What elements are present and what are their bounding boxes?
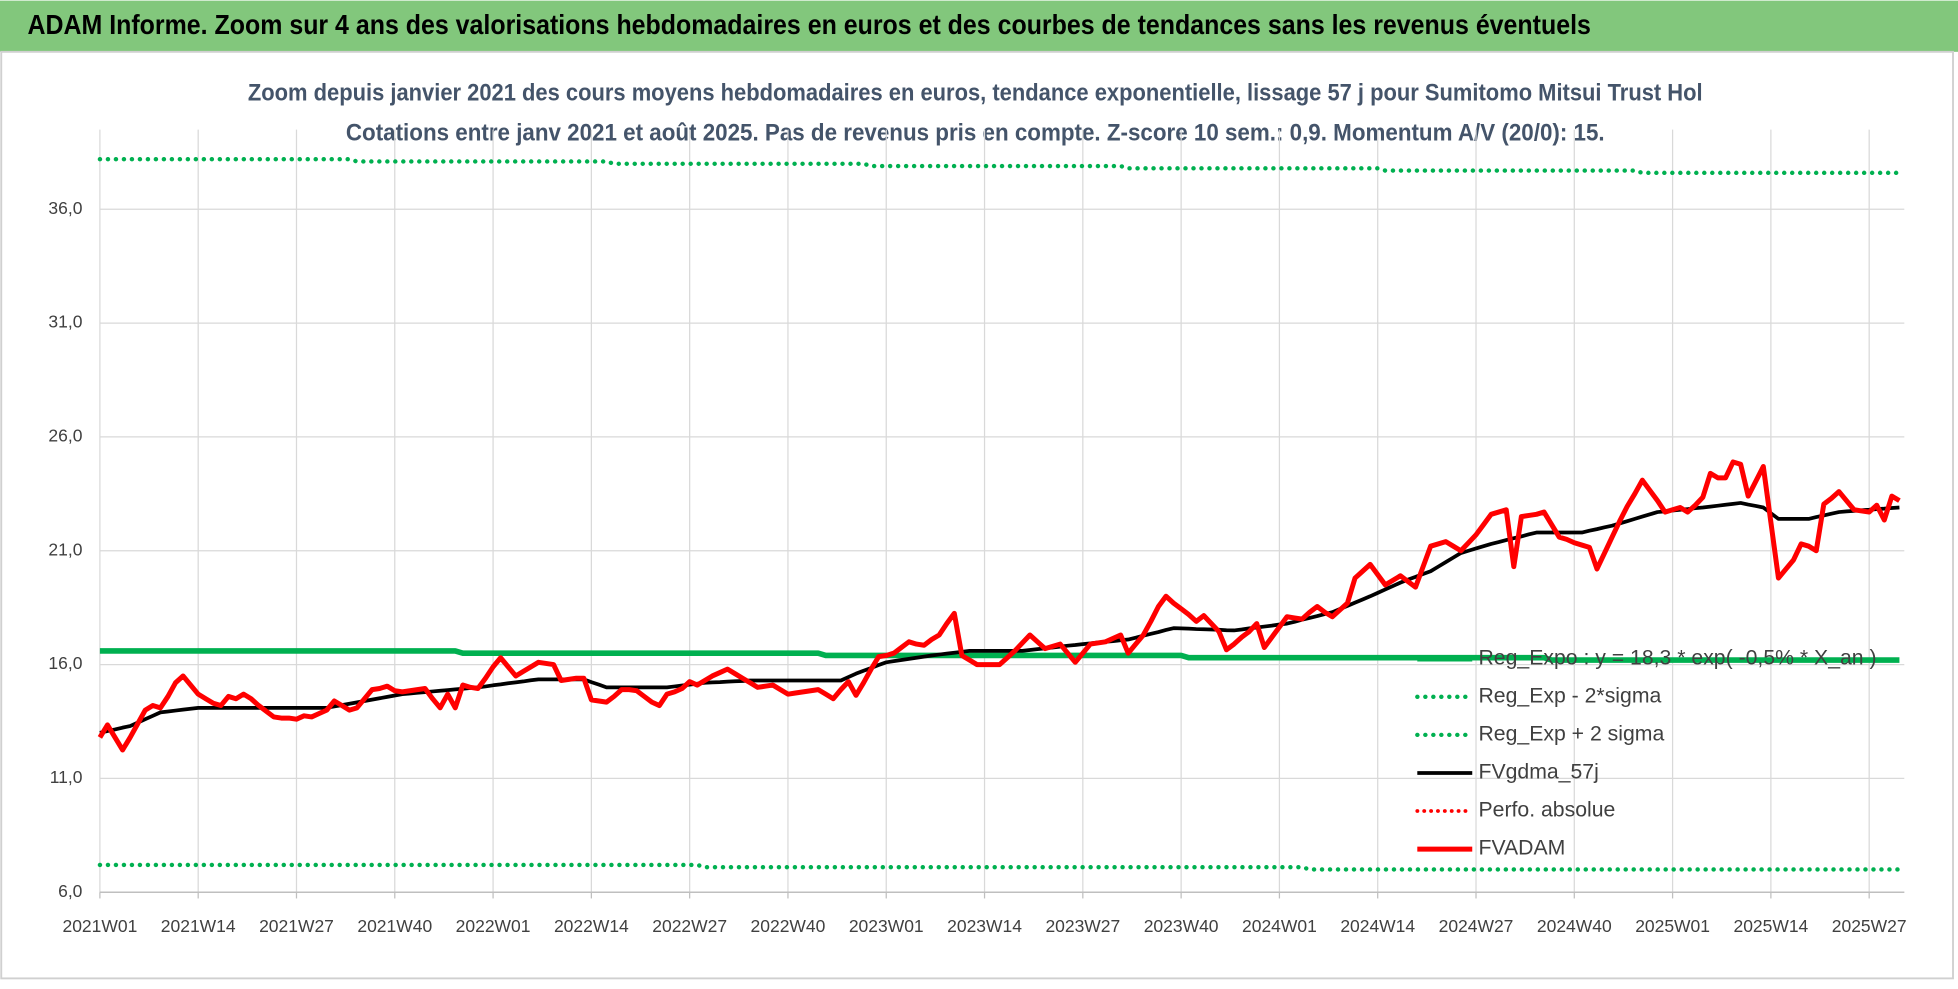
x-tick-label: 2021W27 — [259, 916, 334, 936]
y-tick-label: 36,0 — [48, 198, 82, 218]
x-tick-label: 2022W14 — [554, 916, 629, 936]
series-line — [97, 459, 1901, 753]
x-tick-label: 2023W01 — [849, 916, 924, 936]
header-title: ADAM Informe. Zoom sur 4 ans des valoris… — [27, 9, 1590, 40]
x-tick-label: 2022W01 — [456, 916, 531, 936]
header-bar — [0, 0, 1958, 52]
legend-label: FVgdma_57j — [1478, 761, 1598, 784]
legend-label: Perfo. absolue — [1478, 799, 1615, 822]
x-tick-label: 2022W27 — [652, 916, 727, 936]
legend-label: FVADAM — [1478, 837, 1565, 860]
y-tick-label: 26,0 — [48, 426, 82, 446]
x-tick-label: 2021W40 — [357, 916, 432, 936]
plot — [97, 157, 1902, 872]
chart-subtitle: Zoom depuis janvier 2021 des cours moyen… — [248, 81, 1703, 107]
chart-subtitle: Cotations entre janv 2021 et août 2025. … — [346, 121, 1605, 147]
x-tick-label: 2024W01 — [1242, 916, 1317, 936]
series-line — [99, 648, 1900, 663]
x-tick-label: 2024W14 — [1340, 916, 1415, 936]
x-tick-label: 2024W27 — [1439, 916, 1514, 936]
legend-label: Reg_Expo : y = 18,3 * exp( -0,5% * X_an … — [1478, 646, 1876, 669]
x-tick-label: 2023W40 — [1144, 916, 1219, 936]
chart-border — [0, 50, 1954, 980]
y-tick-label: 11,0 — [50, 767, 83, 787]
x-tick-label: 2023W14 — [947, 916, 1022, 936]
legend-label: Reg_Exp + 2 sigma — [1478, 722, 1664, 745]
y-tick-label: 6,0 — [58, 881, 83, 901]
x-tick-label: 2024W40 — [1537, 916, 1612, 936]
x-tick-label: 2021W14 — [161, 916, 236, 936]
series-line — [99, 501, 1900, 735]
series-line — [97, 157, 1902, 176]
legend-label: Reg_Exp - 2*sigma — [1478, 684, 1661, 707]
legend: Reg_Expo : y = 18,3 * exp( -0,5% * X_an … — [1415, 646, 1877, 860]
x-tick-label: 2022W40 — [751, 916, 826, 936]
x-tick-label: 2025W27 — [1832, 916, 1907, 936]
x-tick-label: 2023W27 — [1045, 916, 1120, 936]
y-tick-label: 16,0 — [48, 653, 82, 673]
y-tick-label: 21,0 — [48, 539, 82, 559]
x-tick-label: 2021W01 — [63, 916, 138, 936]
x-tick-label: 2025W14 — [1733, 916, 1808, 936]
x-tick-label: 2025W01 — [1635, 916, 1710, 936]
y-tick-label: 31,0 — [48, 312, 82, 332]
